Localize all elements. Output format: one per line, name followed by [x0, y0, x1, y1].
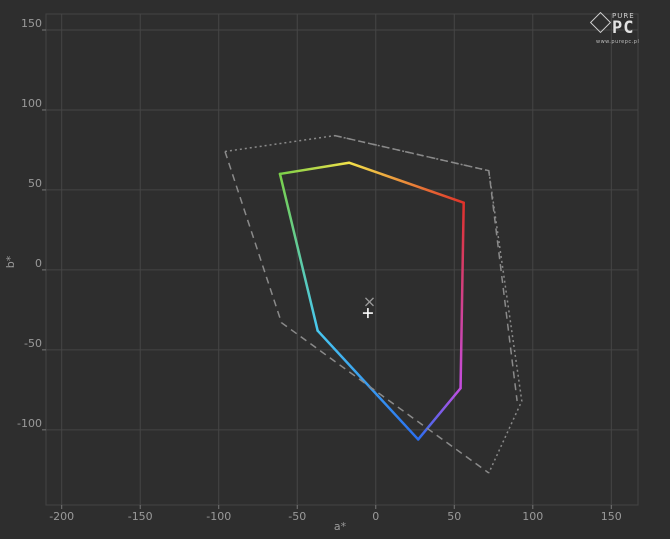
gamut-segment — [416, 386, 462, 441]
gamut-segment — [316, 329, 420, 441]
y-axis-label: b* — [4, 255, 17, 268]
x-tick-label: -100 — [206, 510, 231, 523]
dashed-reference-line — [224, 151, 490, 474]
purepc-logo: PURE PC www.purepc.pl — [589, 6, 662, 50]
y-tick-label: 100 — [21, 97, 42, 110]
gamut-segment — [347, 161, 465, 204]
markers-layer — [362, 297, 374, 319]
gamut-segment — [278, 161, 351, 176]
x-tick-label: -150 — [128, 510, 153, 523]
y-tick-label: -100 — [17, 417, 42, 430]
logo-top-text: PURE — [612, 12, 635, 20]
x-axis-label: a* — [334, 520, 347, 533]
logo-sub-text: www.purepc.pl — [596, 39, 640, 45]
x-tick-label: 150 — [601, 510, 622, 523]
tick-labels: -200 -150 -100 -50 0 50 100 150 -100 -50 0 50 100 150 — [17, 17, 622, 523]
logo-main-text: PC — [612, 18, 635, 38]
logo-mark-icon — [589, 11, 612, 34]
white-point-x-marker — [365, 297, 374, 307]
plot-frame — [45, 13, 639, 506]
y-tick-label: 0 — [35, 257, 42, 270]
y-tick-label: -50 — [24, 337, 42, 350]
series-layer — [224, 134, 523, 474]
gamut-segment — [278, 172, 319, 332]
gamut-segment — [459, 201, 465, 390]
y-tick-label: 50 — [28, 177, 42, 190]
x-tick-label: 100 — [522, 510, 543, 523]
x-tick-label: 50 — [447, 510, 461, 523]
dotted-reference-line — [224, 134, 523, 474]
grid — [42, 13, 639, 509]
dashed-reference-line — [334, 134, 518, 402]
x-tick-label: -200 — [49, 510, 74, 523]
y-tick-label: 150 — [21, 17, 42, 30]
x-tick-label: -50 — [288, 510, 306, 523]
x-tick-label: 0 — [372, 510, 379, 523]
